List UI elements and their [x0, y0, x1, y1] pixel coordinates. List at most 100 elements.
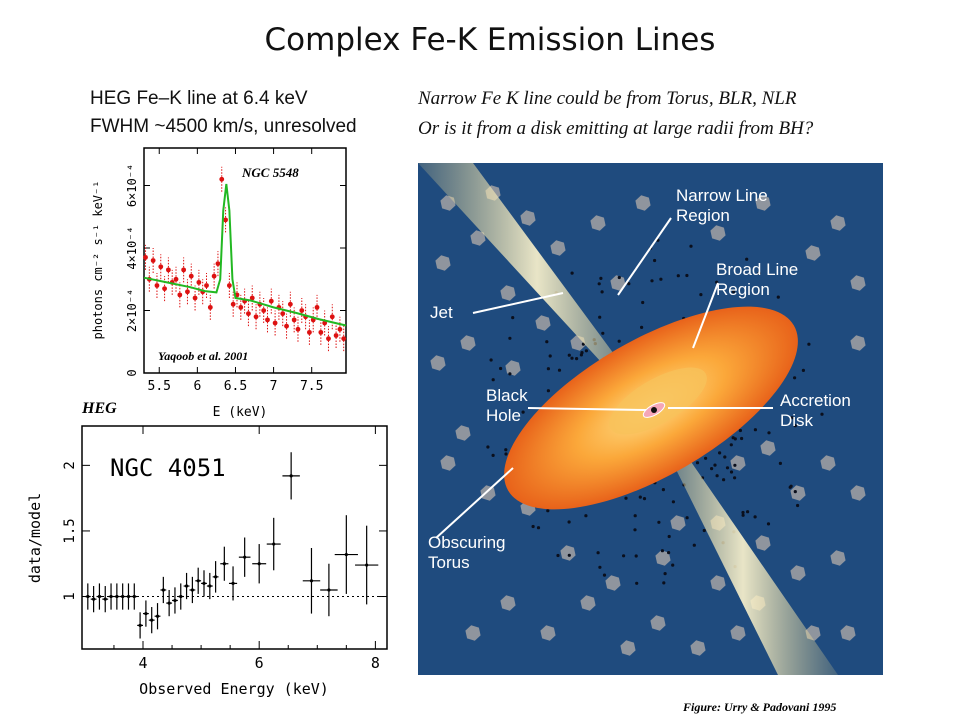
y-tick-label: 6×10⁻⁴	[125, 164, 139, 207]
slide-title: Complex Fe-K Emission Lines	[264, 22, 716, 58]
blr-dot	[546, 367, 550, 371]
data-point	[365, 563, 369, 567]
gas-cloud	[760, 440, 776, 456]
blr-dot	[584, 349, 588, 353]
blr-label-2: Region	[716, 280, 770, 299]
blr-dot	[584, 514, 588, 518]
blr-dot	[766, 522, 771, 526]
gas-cloud	[620, 640, 636, 656]
blr-dot	[596, 551, 600, 555]
blr-dot	[598, 565, 602, 569]
gas-cloud	[820, 455, 836, 471]
blr-dot	[511, 316, 515, 320]
data-point	[253, 314, 259, 320]
blr-dot	[793, 376, 797, 380]
gas-cloud	[650, 615, 666, 631]
gas-cloud	[850, 275, 866, 291]
jet-lower	[648, 411, 838, 675]
data-point	[327, 588, 331, 592]
blr-dot	[722, 478, 726, 482]
data-point	[162, 286, 167, 292]
blr-dot	[617, 339, 621, 343]
blr-dot	[733, 463, 737, 467]
blr-pointer	[692, 282, 719, 349]
data-point	[86, 594, 90, 599]
data-point	[97, 594, 102, 599]
blr-dot	[685, 516, 689, 520]
blr-dot	[753, 428, 757, 432]
data-point	[238, 304, 244, 310]
blr-dot	[567, 520, 571, 524]
data-point	[144, 611, 148, 616]
x-tick-label: 7.5	[300, 379, 323, 394]
blr-dot	[689, 244, 693, 248]
blr-dot	[729, 470, 734, 474]
data-point	[219, 176, 225, 182]
data-point	[207, 304, 213, 310]
blr-dot	[641, 300, 645, 305]
gas-cloud	[540, 625, 556, 641]
gas-cloud	[550, 240, 566, 256]
blr-dot	[741, 510, 745, 515]
blr-dot	[545, 340, 549, 344]
blr-dot	[653, 258, 657, 263]
blr-dot	[575, 357, 579, 361]
gas-cloud	[830, 550, 846, 566]
blr-dot	[796, 503, 800, 508]
blr-dot	[695, 461, 700, 465]
blr-dot	[567, 353, 571, 357]
blr-dot	[633, 514, 637, 518]
heg-line-caption: HEG Fe–K line at 6.4 keV	[90, 88, 308, 109]
gas-cloud	[755, 195, 771, 211]
blr-dot	[536, 526, 541, 530]
x-tick-label: 8	[371, 654, 380, 672]
blr-dot	[671, 500, 675, 504]
blr-dot	[638, 495, 642, 499]
blr-dot	[801, 368, 805, 372]
blr-dot	[820, 412, 824, 416]
blr-dot	[732, 290, 736, 294]
blr-dot	[725, 466, 730, 470]
data-point	[246, 311, 251, 317]
data-point	[204, 283, 209, 288]
data-point	[155, 614, 160, 618]
torus-question-caption: Narrow Fe K line could be from Torus, BL…	[418, 88, 797, 109]
chart-title: NGC 4051	[110, 454, 226, 482]
blr-dot	[521, 410, 525, 414]
data-point	[126, 594, 131, 599]
blr-dot	[622, 554, 626, 558]
data-point	[329, 314, 335, 320]
blr-dot	[570, 356, 574, 360]
torus-label-2: Torus	[428, 553, 470, 572]
blr-dot	[617, 275, 621, 280]
data-point	[249, 295, 255, 301]
blr-dot	[741, 513, 745, 517]
disk-label: Accretion	[780, 391, 851, 410]
gas-cloud	[505, 360, 521, 376]
gas-cloud	[535, 315, 551, 331]
data-point	[230, 301, 236, 307]
data-point	[165, 267, 171, 273]
blr-dot	[546, 389, 550, 393]
blr-dot	[657, 520, 661, 524]
nlr-pointer	[617, 217, 672, 296]
x-tick-label: 6	[255, 654, 264, 672]
data-point	[192, 295, 198, 301]
gas-cloud	[635, 195, 651, 211]
data-point	[132, 594, 136, 599]
blr-dot	[685, 273, 689, 278]
data-point	[190, 588, 194, 592]
data-point	[173, 276, 179, 282]
blr-dot	[662, 581, 666, 585]
jet-label: Jet	[430, 303, 453, 322]
x-tick-label: 5.5	[148, 379, 171, 394]
blr-dot	[807, 342, 811, 346]
blr-dot	[597, 282, 601, 286]
figure-credit: Figure: Urry & Padovani 1995	[683, 700, 837, 714]
gas-cloud	[850, 485, 866, 501]
plot-frame	[81, 425, 388, 650]
gas-cloud	[455, 425, 471, 441]
data-point	[272, 320, 278, 326]
blr-dot	[601, 331, 605, 335]
blr-dot	[699, 293, 703, 297]
